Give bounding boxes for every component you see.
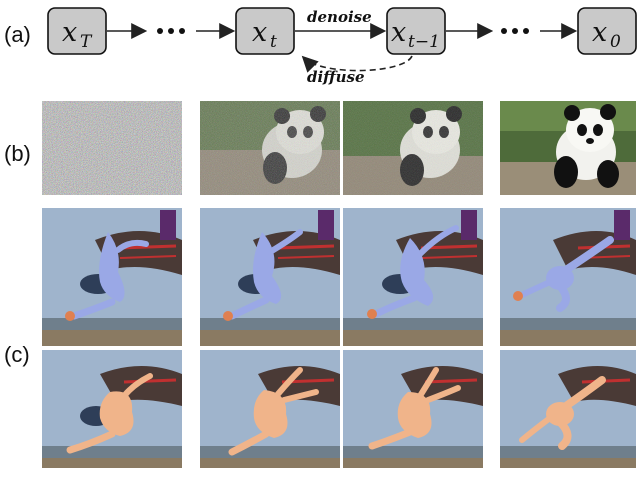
node-xT-sub: T (80, 32, 93, 52)
node-xt-1-sub: t−1 (408, 32, 440, 52)
mesh-image-skin-4 (500, 350, 636, 468)
panda-image-x0 (500, 101, 636, 195)
edge-label-diffuse: diffuse (307, 68, 365, 86)
node-xT-base: x (62, 17, 77, 48)
node-x0: x 0 (577, 7, 637, 55)
ellipsis-left (157, 28, 185, 34)
node-x0-base: x (592, 17, 607, 48)
node-xt: x t (235, 7, 295, 55)
row-label-b: (b) (4, 141, 31, 166)
mesh-image-skin-3 (343, 350, 483, 468)
node-x0-sub: 0 (610, 32, 621, 52)
edge-label-denoise: denoise (307, 8, 372, 26)
node-xt-1: x t−1 (386, 7, 446, 55)
mesh-image-skin-2 (200, 350, 340, 468)
mesh-image-blue-1 (42, 208, 182, 346)
mesh-image-skin-1 (42, 350, 182, 468)
panda-image-xt-1 (343, 101, 483, 195)
arrow-diffuse (301, 55, 413, 73)
node-xt-1-base: x (391, 17, 406, 48)
ellipsis-right (501, 28, 529, 34)
mesh-image-blue-4 (500, 208, 636, 346)
node-xT: x T (47, 7, 107, 55)
panda-image-xT (42, 101, 182, 195)
mesh-image-blue-2 (200, 208, 340, 346)
row-label-a: (a) (4, 22, 31, 47)
node-xt-sub: t (270, 32, 277, 52)
mesh-image-blue-3 (343, 208, 483, 346)
panda-image-xt (200, 101, 340, 195)
node-xt-base: x (252, 17, 267, 48)
row-label-c: (c) (4, 342, 30, 367)
